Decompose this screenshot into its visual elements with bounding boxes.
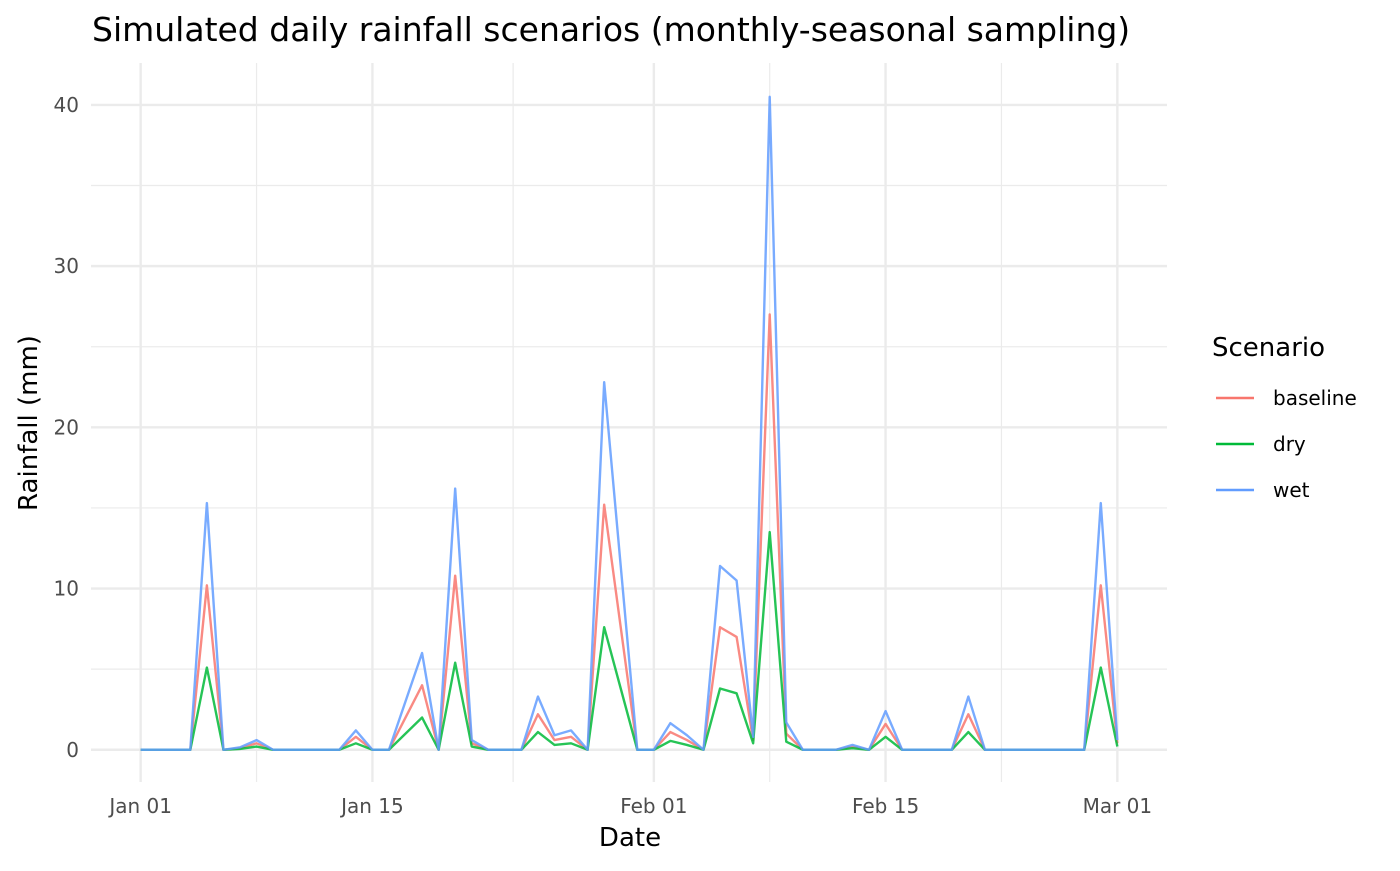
y-tick-label: 30 [54,254,79,278]
y-axis-title: Rainfall (mm) [14,335,44,511]
legend-label-wet: wet [1273,478,1310,502]
x-tick-label: Mar 01 [1083,794,1153,818]
y-tick-label: 0 [66,738,79,762]
y-tick-label: 20 [54,415,79,439]
series-line-baseline [140,313,1119,751]
chart-title: Simulated daily rainfall scenarios (mont… [92,10,1130,49]
grid-layer [91,63,1167,782]
axis-layer: 0 10 20 30 40 Jan 01 Jan 15 Feb 01 Feb 15 Mar 01 [54,93,1153,818]
x-axis-title: Date [599,823,661,853]
x-tick-label: Feb 01 [620,794,687,818]
legend-label-dry: dry [1273,432,1306,456]
legend-items: baseline dry wet [1216,386,1357,502]
x-tick-label: Feb 15 [852,794,919,818]
x-tick-label: Jan 15 [339,794,404,818]
legend: Scenario baseline dry wet [1212,333,1357,502]
y-tick-label: 40 [54,93,79,117]
series-layer [140,95,1119,751]
series-line-wet [140,95,1119,751]
x-tick-label: Jan 01 [107,794,172,818]
y-tick-label: 10 [54,577,79,601]
legend-title: Scenario [1212,333,1325,363]
legend-label-baseline: baseline [1273,386,1357,410]
